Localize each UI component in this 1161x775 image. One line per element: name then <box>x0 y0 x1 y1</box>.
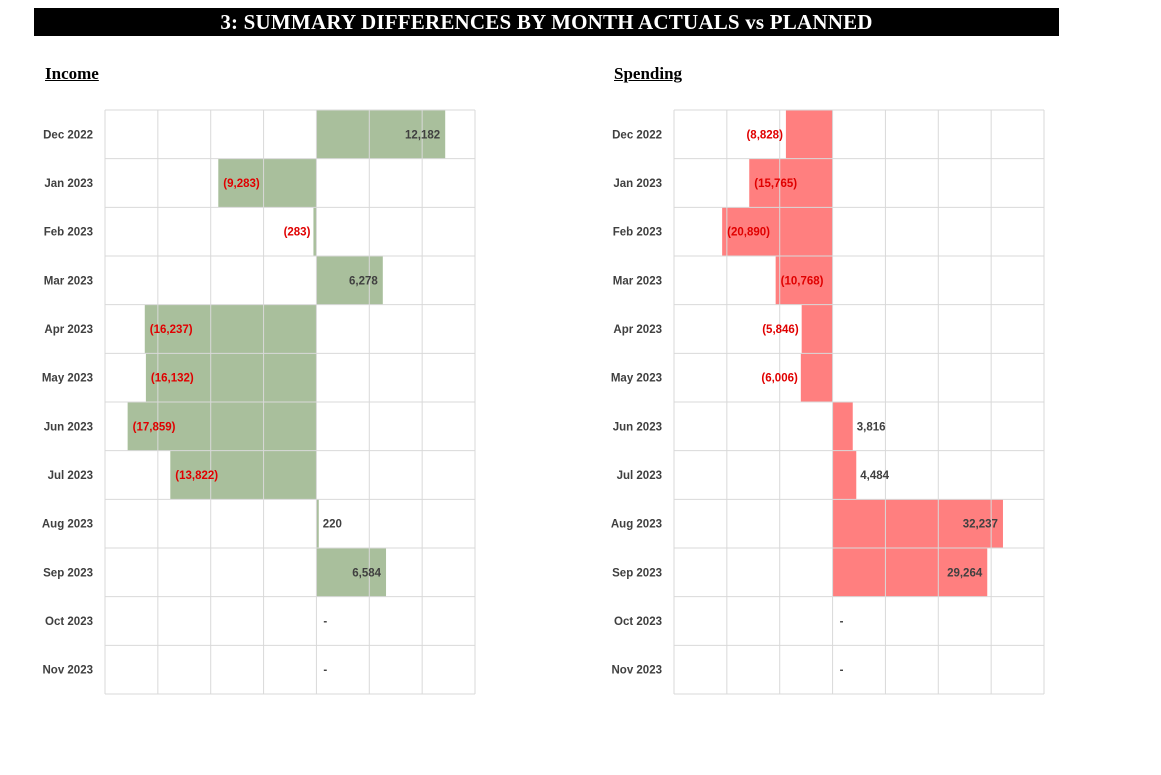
spending-category-label: Aug 2023 <box>611 519 662 531</box>
spending-bar-1 <box>749 158 833 208</box>
income-data-label: 220 <box>323 519 342 531</box>
income-data-label: 6,278 <box>349 275 378 287</box>
spending-bar-5 <box>800 353 833 402</box>
spending-data-label: (5,846) <box>762 324 799 336</box>
income-data-label: (9,283) <box>223 178 260 190</box>
spending-category-label: Mar 2023 <box>613 275 662 287</box>
spending-category-label: Oct 2023 <box>614 616 662 628</box>
income-category-label: Mar 2023 <box>44 275 93 287</box>
income-bar-7 <box>170 450 317 500</box>
spending-category-label: Dec 2022 <box>612 129 662 141</box>
income-data-label: 6,584 <box>352 567 381 579</box>
spending-bar-2 <box>722 207 833 256</box>
spending-category-label: Feb 2023 <box>613 227 662 239</box>
report-title: 3: SUMMARY DIFFERENCES BY MONTH ACTUALS … <box>220 9 873 34</box>
spending-bar-7 <box>832 450 857 500</box>
income-category-label: Jan 2023 <box>44 178 93 190</box>
income-category-label: May 2023 <box>42 373 93 385</box>
spending-data-label: 29,264 <box>947 567 983 579</box>
spending-category-label: Apr 2023 <box>613 324 662 336</box>
income-bar-0 <box>316 110 446 159</box>
income-category-label: Sep 2023 <box>43 567 93 579</box>
income-data-label: - <box>323 665 327 677</box>
spending-bar-0 <box>785 110 833 159</box>
income-data-label: (13,822) <box>175 470 218 482</box>
spending-data-label: (20,890) <box>727 227 770 239</box>
spending-data-label: 4,484 <box>860 470 889 482</box>
spending-data-label: - <box>840 665 844 677</box>
income-category-label: Oct 2023 <box>45 616 93 628</box>
report-title-bar: 3: SUMMARY DIFFERENCES BY MONTH ACTUALS … <box>34 8 1059 36</box>
spending-data-label: (10,768) <box>781 275 824 287</box>
spending-data-label: - <box>840 616 844 628</box>
spending-bar-9 <box>832 548 988 597</box>
spending-bar-4 <box>801 304 833 354</box>
income-data-label: (16,132) <box>151 373 194 385</box>
income-category-label: Dec 2022 <box>43 129 93 141</box>
income-bar-3 <box>316 256 383 305</box>
spending-bar-3 <box>775 256 833 305</box>
income-data-label: (283) <box>284 227 311 239</box>
income-data-label: (16,237) <box>150 324 193 336</box>
income-bar-6 <box>127 402 317 451</box>
income-chart: Dec 2022 Jan 2023 Feb 2023 Mar 2023 Apr 2023… <box>42 109 476 695</box>
spending-category-label: Jan 2023 <box>613 178 662 190</box>
spending-category-label: Sep 2023 <box>612 567 662 579</box>
spending-bar-6 <box>832 402 853 451</box>
income-bar-1 <box>218 158 317 208</box>
spending-chart: Dec 2022 Jan 2023 Feb 2023 Mar 2023 Apr 2023… <box>611 109 1045 695</box>
income-data-label: 12,182 <box>405 129 440 141</box>
income-category-label: Aug 2023 <box>42 519 93 531</box>
income-chart-title: Income <box>45 64 99 83</box>
income-bar-4 <box>144 304 317 354</box>
spending-category-label: Nov 2023 <box>611 665 662 677</box>
income-bar-2 <box>313 207 317 256</box>
income-data-label: (17,859) <box>133 421 176 433</box>
income-category-label: Apr 2023 <box>44 324 93 336</box>
spending-data-label: 3,816 <box>857 421 886 433</box>
income-bar-5 <box>145 353 317 402</box>
spending-chart-title: Spending <box>614 64 683 83</box>
spending-category-label: Jun 2023 <box>613 421 662 433</box>
spending-category-label: May 2023 <box>611 373 662 385</box>
spending-data-label: (8,828) <box>746 129 783 141</box>
income-category-label: Feb 2023 <box>44 227 93 239</box>
spending-data-label: (15,765) <box>754 178 797 190</box>
income-category-label: Nov 2023 <box>42 665 93 677</box>
income-data-label: - <box>323 616 327 628</box>
spending-bar-8 <box>832 499 1003 548</box>
income-bar-8 <box>316 499 319 548</box>
spending-data-label: (6,006) <box>761 373 798 385</box>
income-bar-9 <box>316 548 387 597</box>
income-category-label: Jul 2023 <box>48 470 93 482</box>
income-category-label: Jun 2023 <box>44 421 93 433</box>
spending-data-label: 32,237 <box>963 519 998 531</box>
spending-category-label: Jul 2023 <box>617 470 662 482</box>
